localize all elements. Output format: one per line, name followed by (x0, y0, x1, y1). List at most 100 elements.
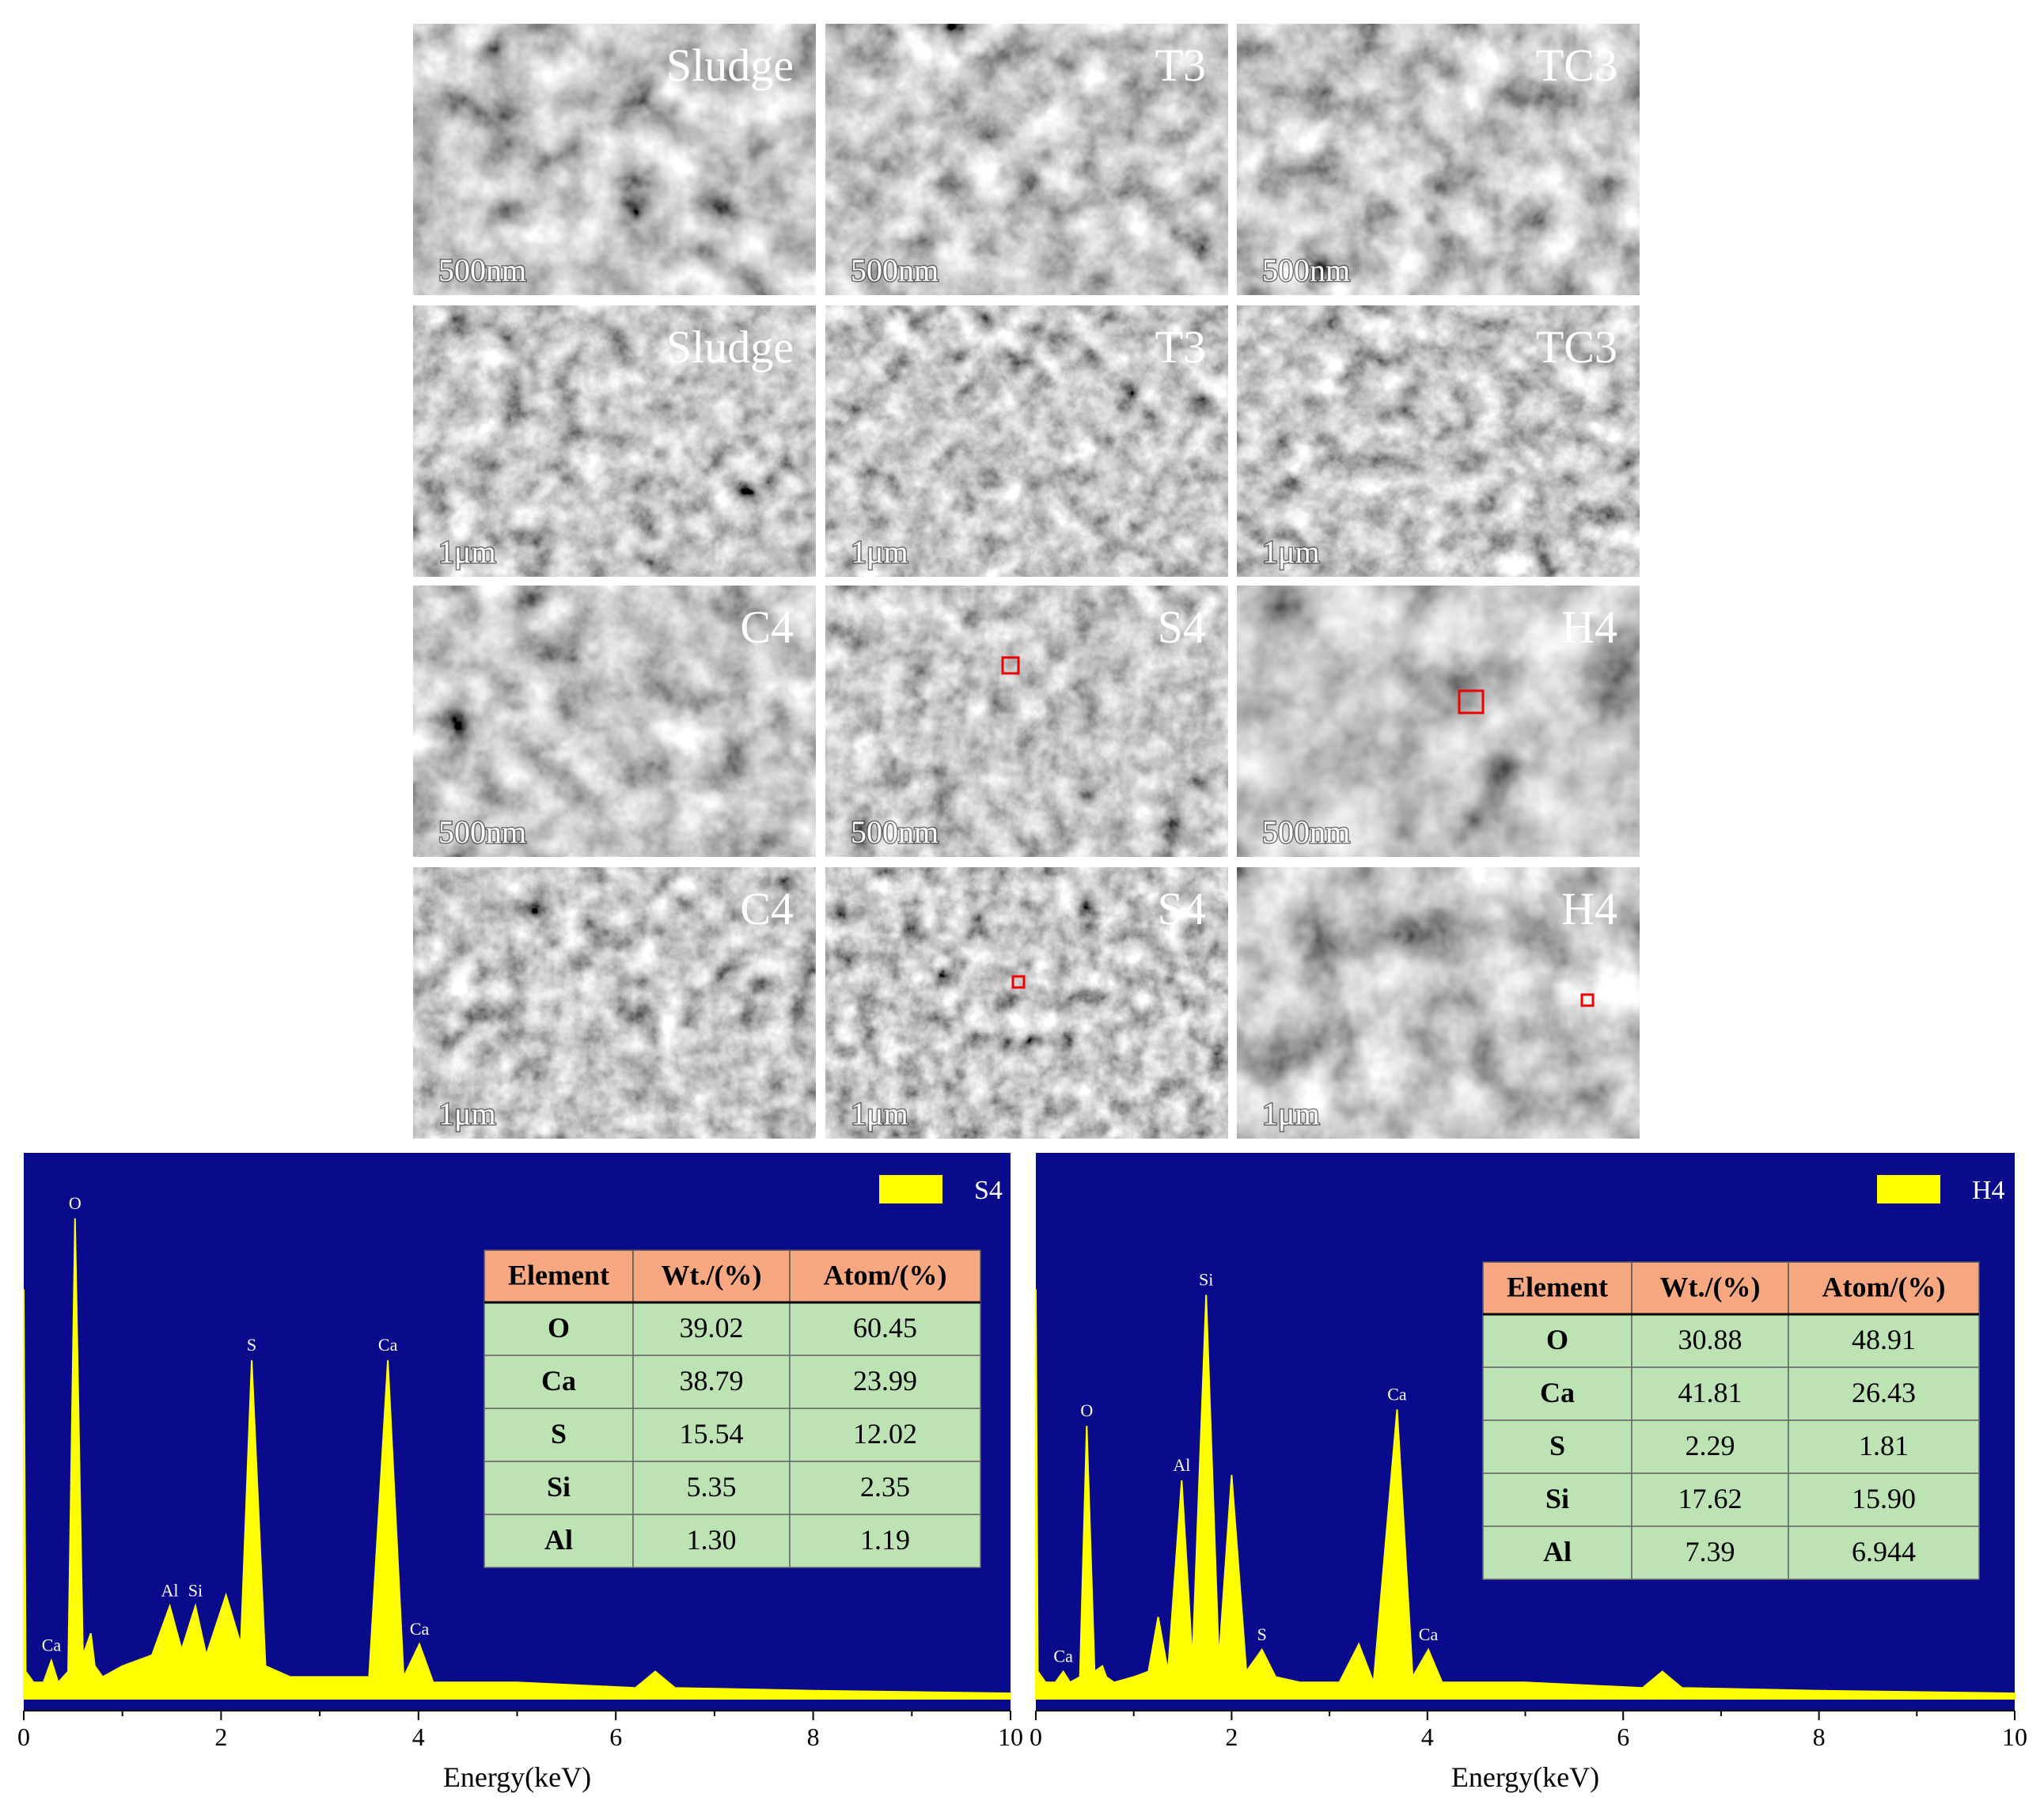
sem-grid: Sludge 500nm T3 500nm TC3 500nm Sludge 1μm T3 1μm… (413, 24, 1640, 1139)
table-cell-bg (632, 1514, 791, 1568)
sem-label: T3 (1155, 40, 1206, 91)
table-cell: 1.30 (687, 1524, 737, 1556)
table-header-cell (1482, 1261, 1633, 1315)
table-header-cell (1631, 1261, 1789, 1315)
table-cell: Ca (541, 1365, 576, 1397)
table-cell-bg (789, 1355, 981, 1409)
sem-label: H4 (1561, 883, 1617, 934)
x-tick-label: 2 (1225, 1723, 1238, 1751)
sem-label: S4 (1158, 601, 1206, 653)
x-tick-label: 6 (609, 1723, 622, 1751)
table-cell: 2.29 (1686, 1430, 1735, 1461)
table-cell-bg (1788, 1366, 1980, 1421)
sem-image (1237, 867, 1640, 1139)
table-header: Atom/(%) (1822, 1271, 1946, 1302)
table-cell: Al (544, 1524, 573, 1556)
table-cell-bg (789, 1514, 981, 1568)
scale-label: 500nm (851, 814, 939, 850)
sem-image (413, 305, 816, 577)
table-cell-bg (1788, 1313, 1980, 1368)
table-cell-bg (1788, 1526, 1980, 1580)
table-cell: 23.99 (853, 1365, 917, 1397)
table-cell: S (551, 1418, 567, 1450)
scale-label: 500nm (438, 814, 526, 850)
peak-label: S (1257, 1624, 1267, 1644)
peak-label: Al (161, 1581, 179, 1601)
peak-label: S (247, 1335, 256, 1355)
x-axis-title: Energy(keV) (443, 1761, 591, 1793)
table-cell: 15.90 (1852, 1483, 1916, 1514)
sem-image (825, 586, 1228, 857)
sem-image (1237, 24, 1640, 295)
sem-image (413, 586, 816, 857)
scale-label: 1μm (438, 1096, 496, 1131)
peak-label: Si (1199, 1269, 1213, 1289)
table-cell-bg (1482, 1526, 1633, 1580)
scale-label: 500nm (1262, 252, 1350, 288)
table-cell: S (1549, 1430, 1565, 1461)
x-tick-label: 4 (1421, 1723, 1434, 1751)
x-tick-label: 0 (1030, 1723, 1042, 1751)
table-cell-bg (484, 1408, 634, 1462)
spectrum-chart: H4 Ca O Al Si S Ca Ca 0 2 4 6 8 10 Energy(keV) Element W… (1030, 1153, 2027, 1793)
x-tick-label: 4 (412, 1723, 425, 1751)
table-cell: Al (1543, 1536, 1572, 1567)
table-header: Wt./(%) (1660, 1271, 1761, 1302)
sem-markers (1001, 656, 1595, 1007)
x-tick-label: 10 (998, 1723, 1023, 1751)
table-cell-bg (632, 1408, 791, 1462)
peak-label: Al (1173, 1455, 1190, 1475)
table-header: Wt./(%) (662, 1259, 762, 1291)
table-cell-bg (632, 1461, 791, 1515)
table-cell-bg (789, 1408, 981, 1462)
scale-label: 1μm (851, 534, 908, 570)
scale-label: 1μm (1262, 1096, 1320, 1131)
table-cell: 38.79 (680, 1365, 744, 1397)
scale-label: 500nm (1262, 814, 1350, 850)
x-axis-title: Energy(keV) (1451, 1761, 1599, 1793)
table-cell-bg (1482, 1473, 1633, 1527)
table-cell: 1.81 (1859, 1430, 1909, 1461)
table-cell: 30.88 (1678, 1324, 1743, 1355)
sem-label: C4 (740, 601, 794, 653)
peak-label: Si (188, 1581, 203, 1601)
table-cell: 2.35 (860, 1471, 910, 1503)
table-cell-bg (1631, 1526, 1789, 1580)
table-cell: 5.35 (687, 1471, 737, 1503)
scale-label: 500nm (438, 252, 526, 288)
table-cell: 26.43 (1852, 1377, 1916, 1408)
region-marker (1580, 993, 1595, 1007)
table-cell-bg (484, 1461, 634, 1515)
sem-image (1237, 305, 1640, 577)
table-header-cell (632, 1249, 791, 1303)
table-cell: Si (1545, 1483, 1569, 1514)
table-header: Element (1507, 1271, 1608, 1302)
peak-label: Ca (378, 1335, 398, 1355)
sem-image (825, 24, 1228, 295)
region-marker (1001, 656, 1020, 675)
region-marker (1011, 975, 1026, 989)
sem-label: T3 (1155, 321, 1206, 373)
sem-image (1237, 586, 1640, 857)
x-tick-label: 6 (1617, 1723, 1629, 1751)
table-cell-bg (1788, 1473, 1980, 1527)
sem-label: S4 (1158, 883, 1206, 934)
spectrum-chart: S4 Ca O Al Si S Ca Ca 0 2 4 6 8 10 Energy(keV) Element W… (17, 1153, 1023, 1793)
table-cell: 60.45 (853, 1312, 917, 1344)
spectrum (1035, 1289, 2016, 1700)
legend-swatch (879, 1175, 942, 1203)
sem-label: Sludge (666, 321, 794, 373)
table-cell: 12.02 (853, 1418, 917, 1450)
table-cell-bg (789, 1302, 981, 1356)
scale-label: 1μm (1262, 534, 1320, 570)
peak-label: Ca (1053, 1647, 1073, 1666)
table-cell: O (1546, 1324, 1568, 1355)
sem-image (825, 305, 1228, 577)
table-cell: 48.91 (1852, 1324, 1916, 1355)
x-tick-label: 8 (807, 1723, 820, 1751)
table-cell-bg (632, 1302, 791, 1356)
table-cell: 6.944 (1852, 1536, 1916, 1567)
x-tick-label: 10 (2002, 1723, 2027, 1751)
